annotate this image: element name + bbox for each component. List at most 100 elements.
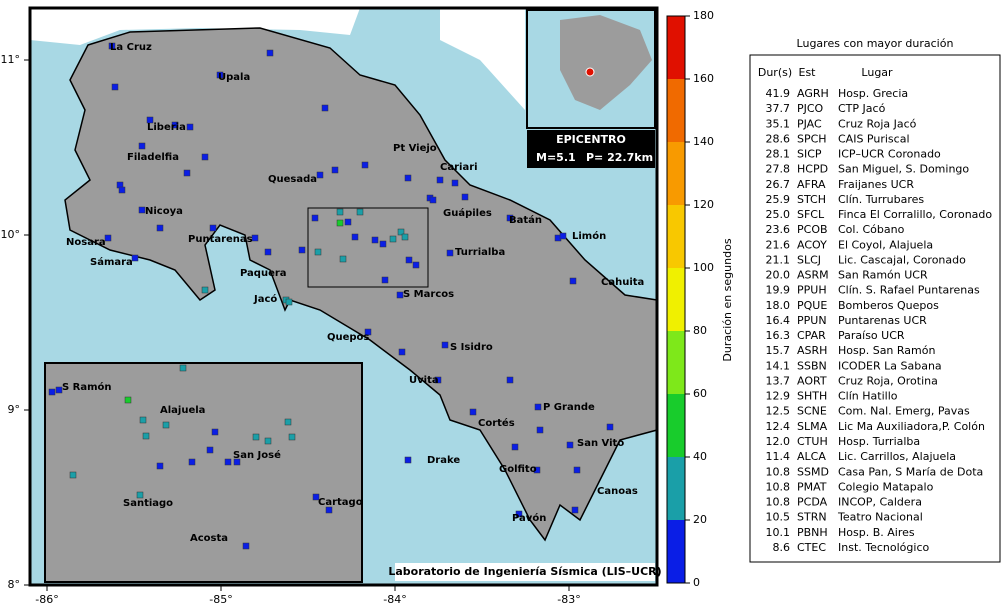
station — [429, 196, 437, 204]
table-cell: Hosp. Turrialba — [838, 435, 920, 448]
table-frame — [749, 54, 1001, 563]
table-cell: 21.6 — [766, 238, 791, 251]
station — [314, 248, 322, 256]
colorbar-band — [667, 331, 685, 394]
station — [344, 218, 352, 226]
place-label: Canoas — [597, 486, 638, 497]
station — [506, 376, 514, 384]
station — [405, 256, 413, 264]
table-cell: Clín. Turrubares — [838, 193, 924, 206]
detail-inset — [44, 362, 363, 583]
table-cell: Colegio Matapalo — [838, 480, 934, 493]
station — [162, 421, 170, 429]
table-cell: CTEC — [797, 541, 826, 554]
station — [312, 493, 320, 501]
place-label: Quepos — [327, 332, 369, 343]
table-header: Est — [799, 66, 817, 79]
table-cell: Hosp. San Ramón — [838, 344, 935, 357]
place-label: Pt Viejo — [393, 143, 437, 154]
table-cell: 25.0 — [766, 208, 791, 221]
place-label: Pavón — [512, 512, 546, 524]
epicenter-dot — [585, 67, 595, 77]
table-cell: ICODER La Sabana — [838, 359, 942, 372]
station — [156, 224, 164, 232]
station — [146, 116, 154, 124]
place-label: Nicoya — [145, 206, 183, 217]
station — [404, 174, 412, 182]
place-label: Paquera — [240, 268, 287, 279]
colorbar-frame — [666, 15, 686, 584]
place-label: Batán — [509, 214, 542, 226]
station — [55, 386, 63, 394]
station — [156, 462, 164, 470]
place-label: Cariari — [440, 162, 478, 173]
table-cell: ASRM — [797, 269, 829, 282]
table-cell: AFRA — [797, 178, 826, 191]
map-frame — [28, 6, 659, 587]
table-cell: SFCL — [797, 208, 825, 221]
table-cell: CPAR — [797, 329, 826, 342]
table-cell: PPUH — [797, 284, 827, 297]
colorbar-tick-label: 120 — [693, 198, 714, 211]
station — [242, 542, 250, 550]
station — [288, 433, 296, 441]
table-cell: Hosp. B. Aires — [838, 526, 915, 539]
place-label: Nosara — [66, 237, 106, 248]
colorbar-tick-label: 100 — [693, 261, 714, 274]
place-label: San José — [233, 449, 281, 461]
credit: Laboratorio de Ingeniería Sísmica (LIS–U… — [388, 565, 661, 578]
place-label: Santiago — [123, 498, 173, 509]
table-cell: Finca El Corralillo, Coronado — [838, 208, 992, 221]
lon-tick-label: -83° — [557, 593, 580, 606]
table-header: Lugar — [861, 66, 893, 79]
place-label: Cortés — [478, 417, 515, 429]
colorbar-tick-label: 40 — [693, 450, 707, 463]
place-label: S Marcos — [403, 289, 454, 300]
table-cell: 20.0 — [766, 269, 791, 282]
station — [446, 249, 454, 257]
colorbar-tick-label: 80 — [693, 324, 707, 337]
station — [264, 437, 272, 445]
outside-area — [440, 8, 525, 110]
station — [571, 506, 579, 514]
epicenter-box — [527, 130, 655, 168]
table-cell: 28.1 — [766, 148, 791, 161]
station — [284, 418, 292, 426]
table-cell: 19.9 — [766, 284, 791, 297]
place-label: La Cruz — [110, 42, 152, 53]
place-label: Golfito — [499, 464, 537, 475]
table-cell: 25.9 — [766, 193, 791, 206]
outside-area — [30, 8, 360, 45]
station — [69, 471, 77, 479]
station — [209, 224, 217, 232]
table-cell: PCOB — [797, 223, 828, 236]
station — [111, 83, 119, 91]
station — [398, 348, 406, 356]
table-cell: SICP — [797, 148, 822, 161]
station — [138, 142, 146, 150]
place-label: S Isidro — [450, 342, 493, 353]
table-cell: 8.6 — [773, 541, 791, 554]
station — [131, 254, 139, 262]
place-label: Guápiles — [443, 207, 492, 219]
table-cell: STCH — [797, 193, 826, 206]
table-cell: PJCO — [797, 102, 824, 115]
lon-tick-label: -86° — [35, 593, 58, 606]
table-cell: San Ramón UCR — [838, 269, 928, 282]
station — [224, 458, 232, 466]
station — [233, 458, 241, 466]
table-cell: Casa Pan, S María de Dota — [838, 465, 983, 478]
colorbar-band — [667, 142, 685, 205]
station — [606, 423, 614, 431]
table-cell: 10.8 — [766, 480, 791, 493]
table-cell: PBNH — [797, 526, 828, 539]
table-cell: ALCA — [797, 450, 826, 463]
table-cell: Lic Ma Auxiliadora,P. Colón — [838, 420, 985, 433]
place-label: P Grande — [543, 402, 595, 413]
station — [381, 276, 389, 284]
table-cell: 10.8 — [766, 496, 791, 509]
colorbar-band — [667, 520, 685, 583]
table-cell: SHTH — [797, 390, 827, 403]
table-cell: Clín Hatillo — [838, 390, 898, 403]
table-cell: SLMA — [797, 420, 828, 433]
